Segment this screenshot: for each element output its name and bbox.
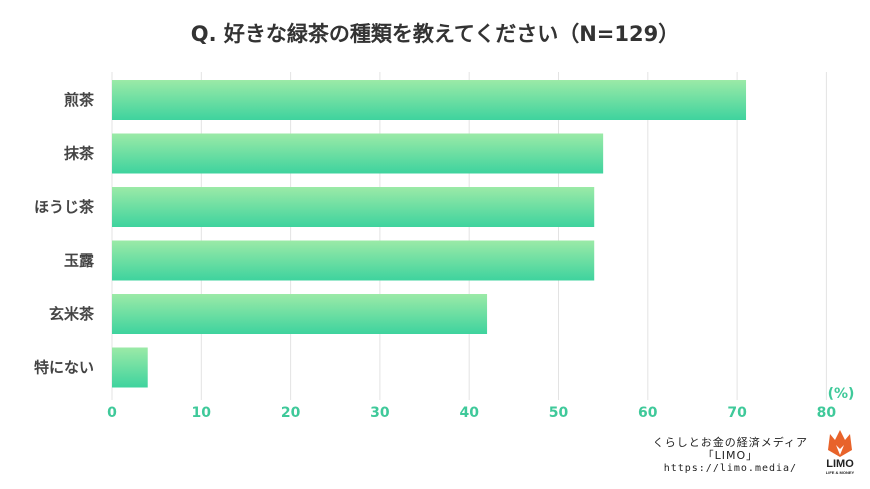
x-tick-label: 20 (281, 405, 301, 421)
bar (112, 133, 604, 174)
bar (112, 347, 148, 388)
grid-lines (111, 72, 827, 400)
footer-credit: くらしとお金の経済メディア 「LIMO」 https://limo.media/ (653, 436, 808, 475)
footer-line1: くらしとお金の経済メディア (652, 436, 808, 449)
chart-title: Q. 好きな緑茶の種類を教えてください（N=129） (190, 22, 680, 46)
x-tick-label: 60 (638, 405, 658, 421)
x-tick-label: 80 (817, 405, 837, 421)
x-tick-label: 10 (192, 405, 212, 421)
x-tick-label: 30 (370, 405, 390, 421)
x-tick-label: 0 (107, 405, 117, 421)
fox-icon (828, 430, 852, 457)
bar (112, 80, 747, 120)
bar (112, 240, 595, 281)
x-tick-label: 50 (549, 405, 569, 421)
category-label: 玄米茶 (49, 305, 95, 323)
bar (112, 294, 488, 334)
category-label: 抹茶 (64, 145, 95, 163)
unit-label: (%) (828, 386, 855, 402)
x-tick-label: 40 (459, 405, 479, 421)
x-tick-labels: 0 10 20 30 40 50 60 70 80 (107, 405, 836, 421)
logo-name: LIMO (826, 458, 854, 470)
footer-line2: 「LIMO」 (702, 449, 759, 462)
footer-url: https://limo.media/ (663, 463, 798, 474)
limo-logo: LIMO LIFE & MONEY (816, 428, 864, 478)
category-label: ほうじ茶 (34, 198, 95, 216)
bar (112, 187, 595, 227)
category-label: 煎茶 (64, 91, 95, 109)
bars (112, 80, 747, 388)
category-label: 玉露 (64, 252, 95, 270)
x-tick-label: 70 (727, 405, 747, 421)
logo-subtitle: LIFE & MONEY (825, 470, 855, 475)
category-label: 特にない (34, 359, 94, 377)
